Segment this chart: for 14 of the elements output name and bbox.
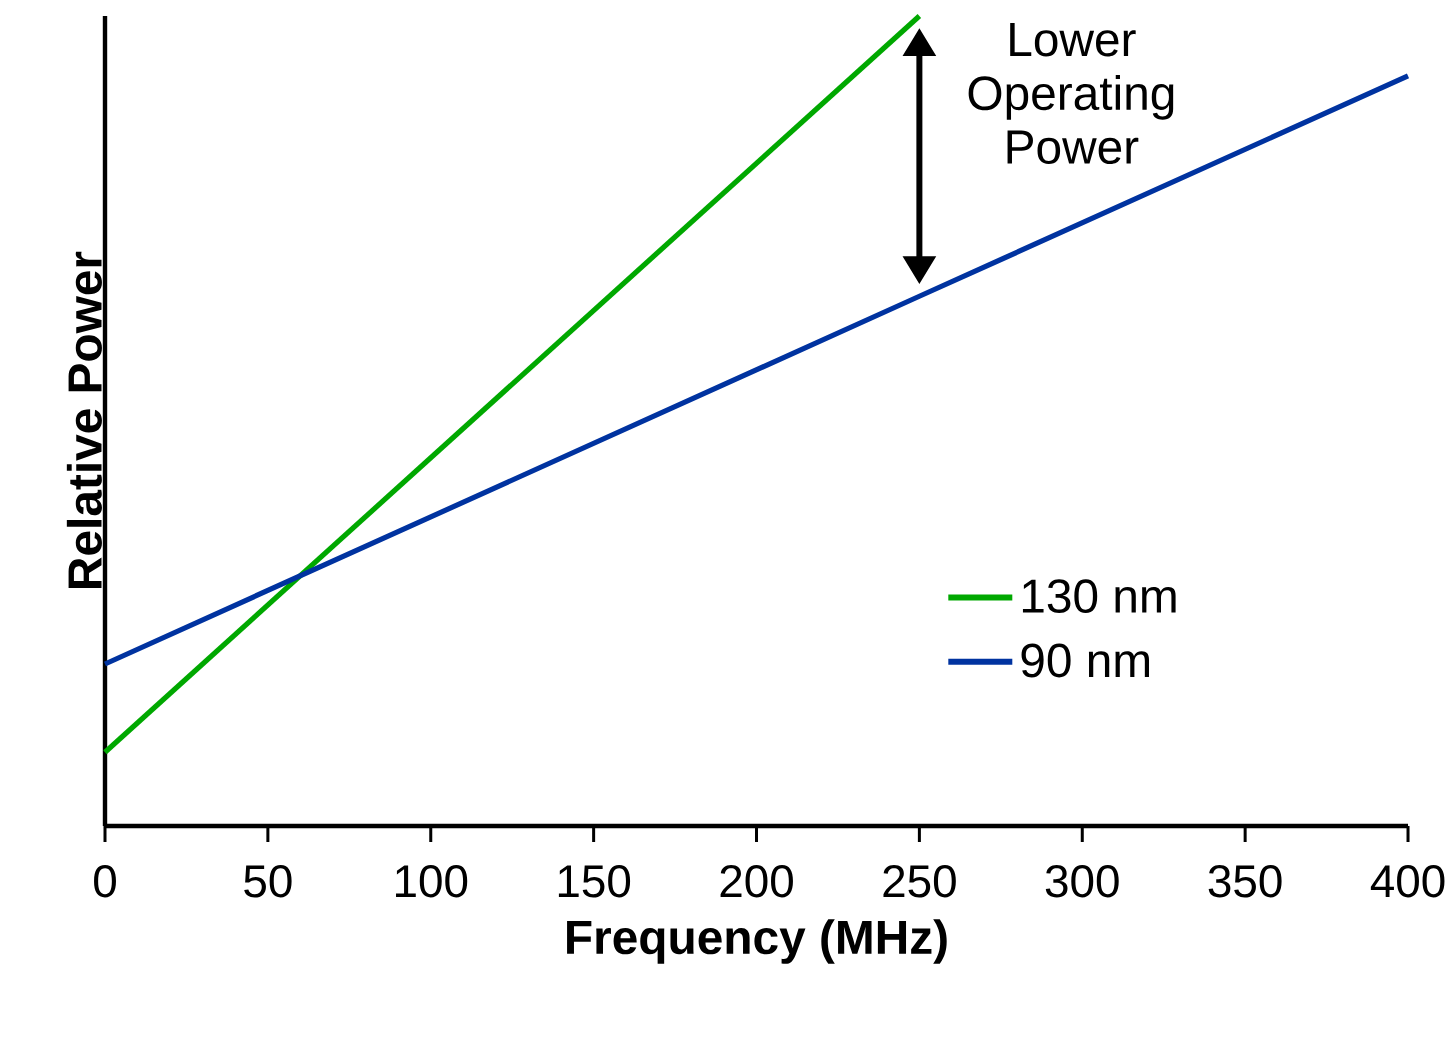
x-tick-label: 50 xyxy=(244,865,292,898)
legend-label: 90 nm xyxy=(1021,643,1149,678)
x-tick-label: 350 xyxy=(1208,865,1282,898)
x-tick-label: 200 xyxy=(720,865,793,898)
x-tick-label: 300 xyxy=(1045,865,1119,898)
x-tick-label: 250 xyxy=(883,865,956,898)
x-tick-label: 0 xyxy=(94,865,116,898)
x-tick-label: 400 xyxy=(1370,865,1445,898)
legend-label: 130 nm xyxy=(1022,579,1176,614)
annotation: Lower Operating Power xyxy=(968,23,1174,164)
x-axis-title: Frequency (MHz) xyxy=(567,919,947,964)
x-tick-label: 100 xyxy=(396,865,468,898)
x-tick-label: 150 xyxy=(558,865,631,898)
y-axis-title: Relative Power xyxy=(66,251,102,588)
